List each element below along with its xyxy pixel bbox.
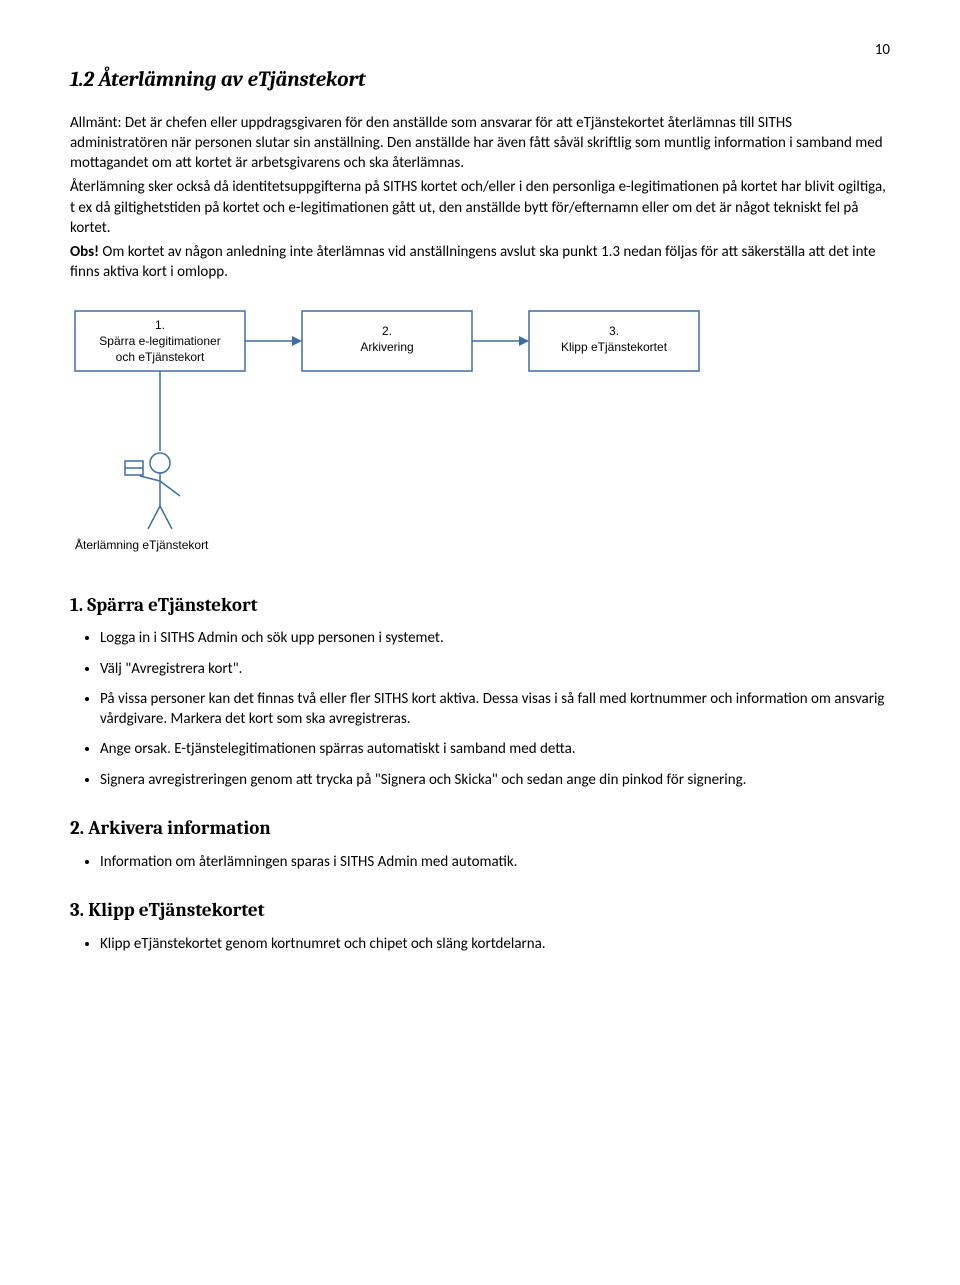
list-item: Ange orsak. E-tjänstelegitimationen spär… — [100, 739, 890, 759]
flow-box-3-line1: Klipp eTjänstekortet — [561, 340, 668, 354]
flow-arrowhead-1 — [292, 336, 302, 346]
section3-list: Klipp eTjänstekortet genom kortnumret oc… — [70, 934, 890, 954]
paragraph-obs: Obs! Om kortet av någon anledning inte å… — [70, 242, 890, 283]
flow-box-3-num: 3. — [609, 324, 619, 338]
paragraph-2: Återlämning sker också då identitetsuppg… — [70, 177, 890, 238]
actor-label: Återlämning eTjänstekort — [75, 537, 209, 552]
obs-text: Om kortet av någon anledning inte återlä… — [70, 243, 876, 281]
list-item: Klipp eTjänstekortet genom kortnumret oc… — [100, 934, 890, 954]
flow-box-1-num: 1. — [155, 318, 165, 332]
paragraph-1: Allmänt: Det är chefen eller uppdragsgiv… — [70, 113, 890, 174]
list-item: Signera avregistreringen genom att tryck… — [100, 770, 890, 790]
section2-title: 2. Arkivera information — [70, 816, 890, 842]
obs-label: Obs! — [70, 243, 99, 261]
section1-list: Logga in i SITHS Admin och sök upp perso… — [70, 628, 890, 790]
flow-box-1-line2: och eTjänstekort — [116, 350, 205, 364]
list-item: Logga in i SITHS Admin och sök upp perso… — [100, 628, 890, 648]
section-heading: 1.2 Återlämning av eTjänstekort — [70, 66, 890, 94]
list-item: Information om återlämningen sparas i SI… — [100, 852, 890, 872]
page-number: 10 — [70, 40, 890, 60]
section1-title: 1. Spärra eTjänstekort — [70, 593, 890, 619]
flow-arrowhead-2 — [519, 336, 529, 346]
flowchart-svg: 1. Spärra e-legitimationer och eTjänstek… — [70, 301, 770, 561]
section3-title: 3. Klipp eTjänstekortet — [70, 898, 890, 924]
list-item: På vissa personer kan det finnas två ell… — [100, 689, 890, 730]
list-item: Välj "Avregistrera kort". — [100, 659, 890, 679]
flowchart: 1. Spärra e-legitimationer och eTjänstek… — [70, 301, 890, 567]
flow-box-2-num: 2. — [382, 324, 392, 338]
flow-box-2-line1: Arkivering — [360, 340, 413, 354]
section2-list: Information om återlämningen sparas i SI… — [70, 852, 890, 872]
flow-box-1-line1: Spärra e-legitimationer — [99, 334, 220, 348]
actor-icon — [125, 453, 180, 529]
